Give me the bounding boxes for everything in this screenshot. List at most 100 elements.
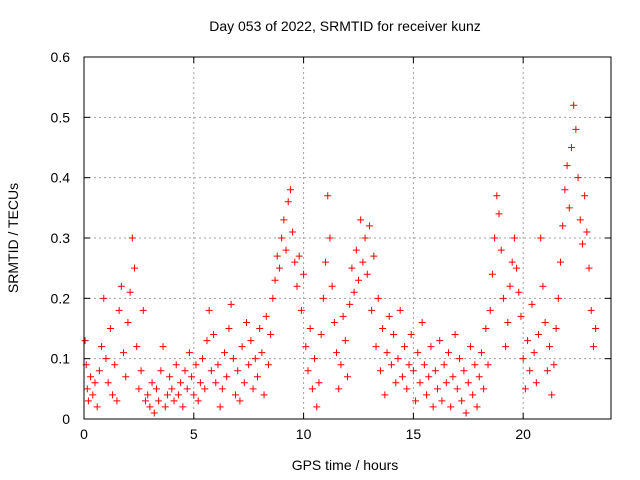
data-point xyxy=(414,349,422,357)
data-point xyxy=(499,294,507,302)
data-point xyxy=(427,343,435,351)
data-point xyxy=(574,174,582,182)
data-point xyxy=(141,397,149,405)
data-point xyxy=(221,349,229,357)
data-point xyxy=(420,361,428,369)
data-point xyxy=(550,361,558,369)
data-point xyxy=(148,379,156,387)
data-point xyxy=(253,373,261,381)
data-point xyxy=(352,246,360,254)
data-point xyxy=(556,258,564,266)
data-point xyxy=(194,397,202,405)
y-axis-label: SRMTID / TECUs xyxy=(5,183,21,293)
data-point xyxy=(554,294,562,302)
data-point xyxy=(291,258,299,266)
data-point xyxy=(477,349,485,357)
data-point xyxy=(330,318,338,326)
data-point xyxy=(344,373,351,381)
data-point xyxy=(106,325,114,332)
data-point xyxy=(264,361,272,369)
data-point xyxy=(297,306,305,314)
x-axis-label: GPS time / hours xyxy=(292,457,399,473)
data-point xyxy=(87,373,95,381)
y-tick-label: 0.5 xyxy=(51,109,71,125)
data-point xyxy=(242,318,250,326)
data-point xyxy=(192,361,200,369)
data-point xyxy=(170,397,178,405)
data-point xyxy=(495,210,503,218)
y-tick-label: 0.1 xyxy=(51,351,71,367)
data-point xyxy=(137,367,145,375)
data-point xyxy=(319,294,327,302)
data-point xyxy=(436,337,444,345)
data-point xyxy=(260,391,268,399)
data-point xyxy=(519,355,527,363)
data-point xyxy=(295,252,303,260)
data-point xyxy=(324,192,332,200)
data-point xyxy=(284,198,292,206)
data-point xyxy=(346,300,354,308)
data-point xyxy=(93,403,101,411)
data-point xyxy=(333,349,341,357)
data-point xyxy=(249,385,257,393)
ticks-layer: 0 5 10 15 20 0 0.1 0.2 0.3 0.4 0.5 0.6 xyxy=(51,49,611,442)
data-point xyxy=(271,276,279,284)
data-point xyxy=(361,234,369,242)
data-point xyxy=(581,192,589,200)
data-point xyxy=(152,385,160,393)
data-point xyxy=(84,397,92,405)
data-point xyxy=(451,331,459,339)
data-point xyxy=(438,397,446,405)
data-point xyxy=(229,355,237,363)
data-point xyxy=(348,264,356,272)
data-point xyxy=(214,361,222,369)
data-point xyxy=(128,234,136,242)
data-point xyxy=(326,234,334,242)
data-point xyxy=(207,367,215,375)
data-point xyxy=(131,264,139,272)
y-tick-label: 0 xyxy=(62,411,70,427)
data-point xyxy=(524,337,532,345)
data-point xyxy=(135,385,143,393)
plot-frame xyxy=(83,56,612,420)
data-point xyxy=(188,373,196,381)
data-point xyxy=(416,379,424,387)
data-point xyxy=(190,391,198,399)
data-point xyxy=(473,403,481,411)
data-point xyxy=(157,367,165,375)
data-point xyxy=(216,403,224,411)
data-point xyxy=(102,355,110,363)
data-point xyxy=(475,373,483,381)
data-point xyxy=(493,192,501,200)
data-point xyxy=(172,361,180,369)
data-point xyxy=(537,234,545,242)
data-point xyxy=(445,349,453,357)
data-point xyxy=(262,312,270,320)
data-point xyxy=(181,367,189,375)
data-point xyxy=(357,216,365,224)
data-point xyxy=(543,367,551,375)
y-tick-label: 0.2 xyxy=(51,290,71,306)
data-point xyxy=(100,294,108,302)
data-point xyxy=(425,373,433,381)
data-point xyxy=(502,343,510,351)
data-point xyxy=(286,186,294,194)
data-point xyxy=(455,355,463,363)
data-point xyxy=(394,355,402,363)
data-point xyxy=(258,349,266,357)
data-point xyxy=(81,337,89,345)
data-point xyxy=(247,337,255,345)
data-point xyxy=(196,379,204,387)
data-point xyxy=(592,325,600,332)
data-point xyxy=(256,325,264,332)
data-point xyxy=(95,367,103,375)
data-point xyxy=(578,240,586,248)
data-point xyxy=(203,337,211,345)
data-point xyxy=(385,312,393,320)
data-point xyxy=(458,397,466,405)
data-point xyxy=(567,144,575,151)
data-point xyxy=(497,246,505,254)
data-point xyxy=(387,361,395,369)
